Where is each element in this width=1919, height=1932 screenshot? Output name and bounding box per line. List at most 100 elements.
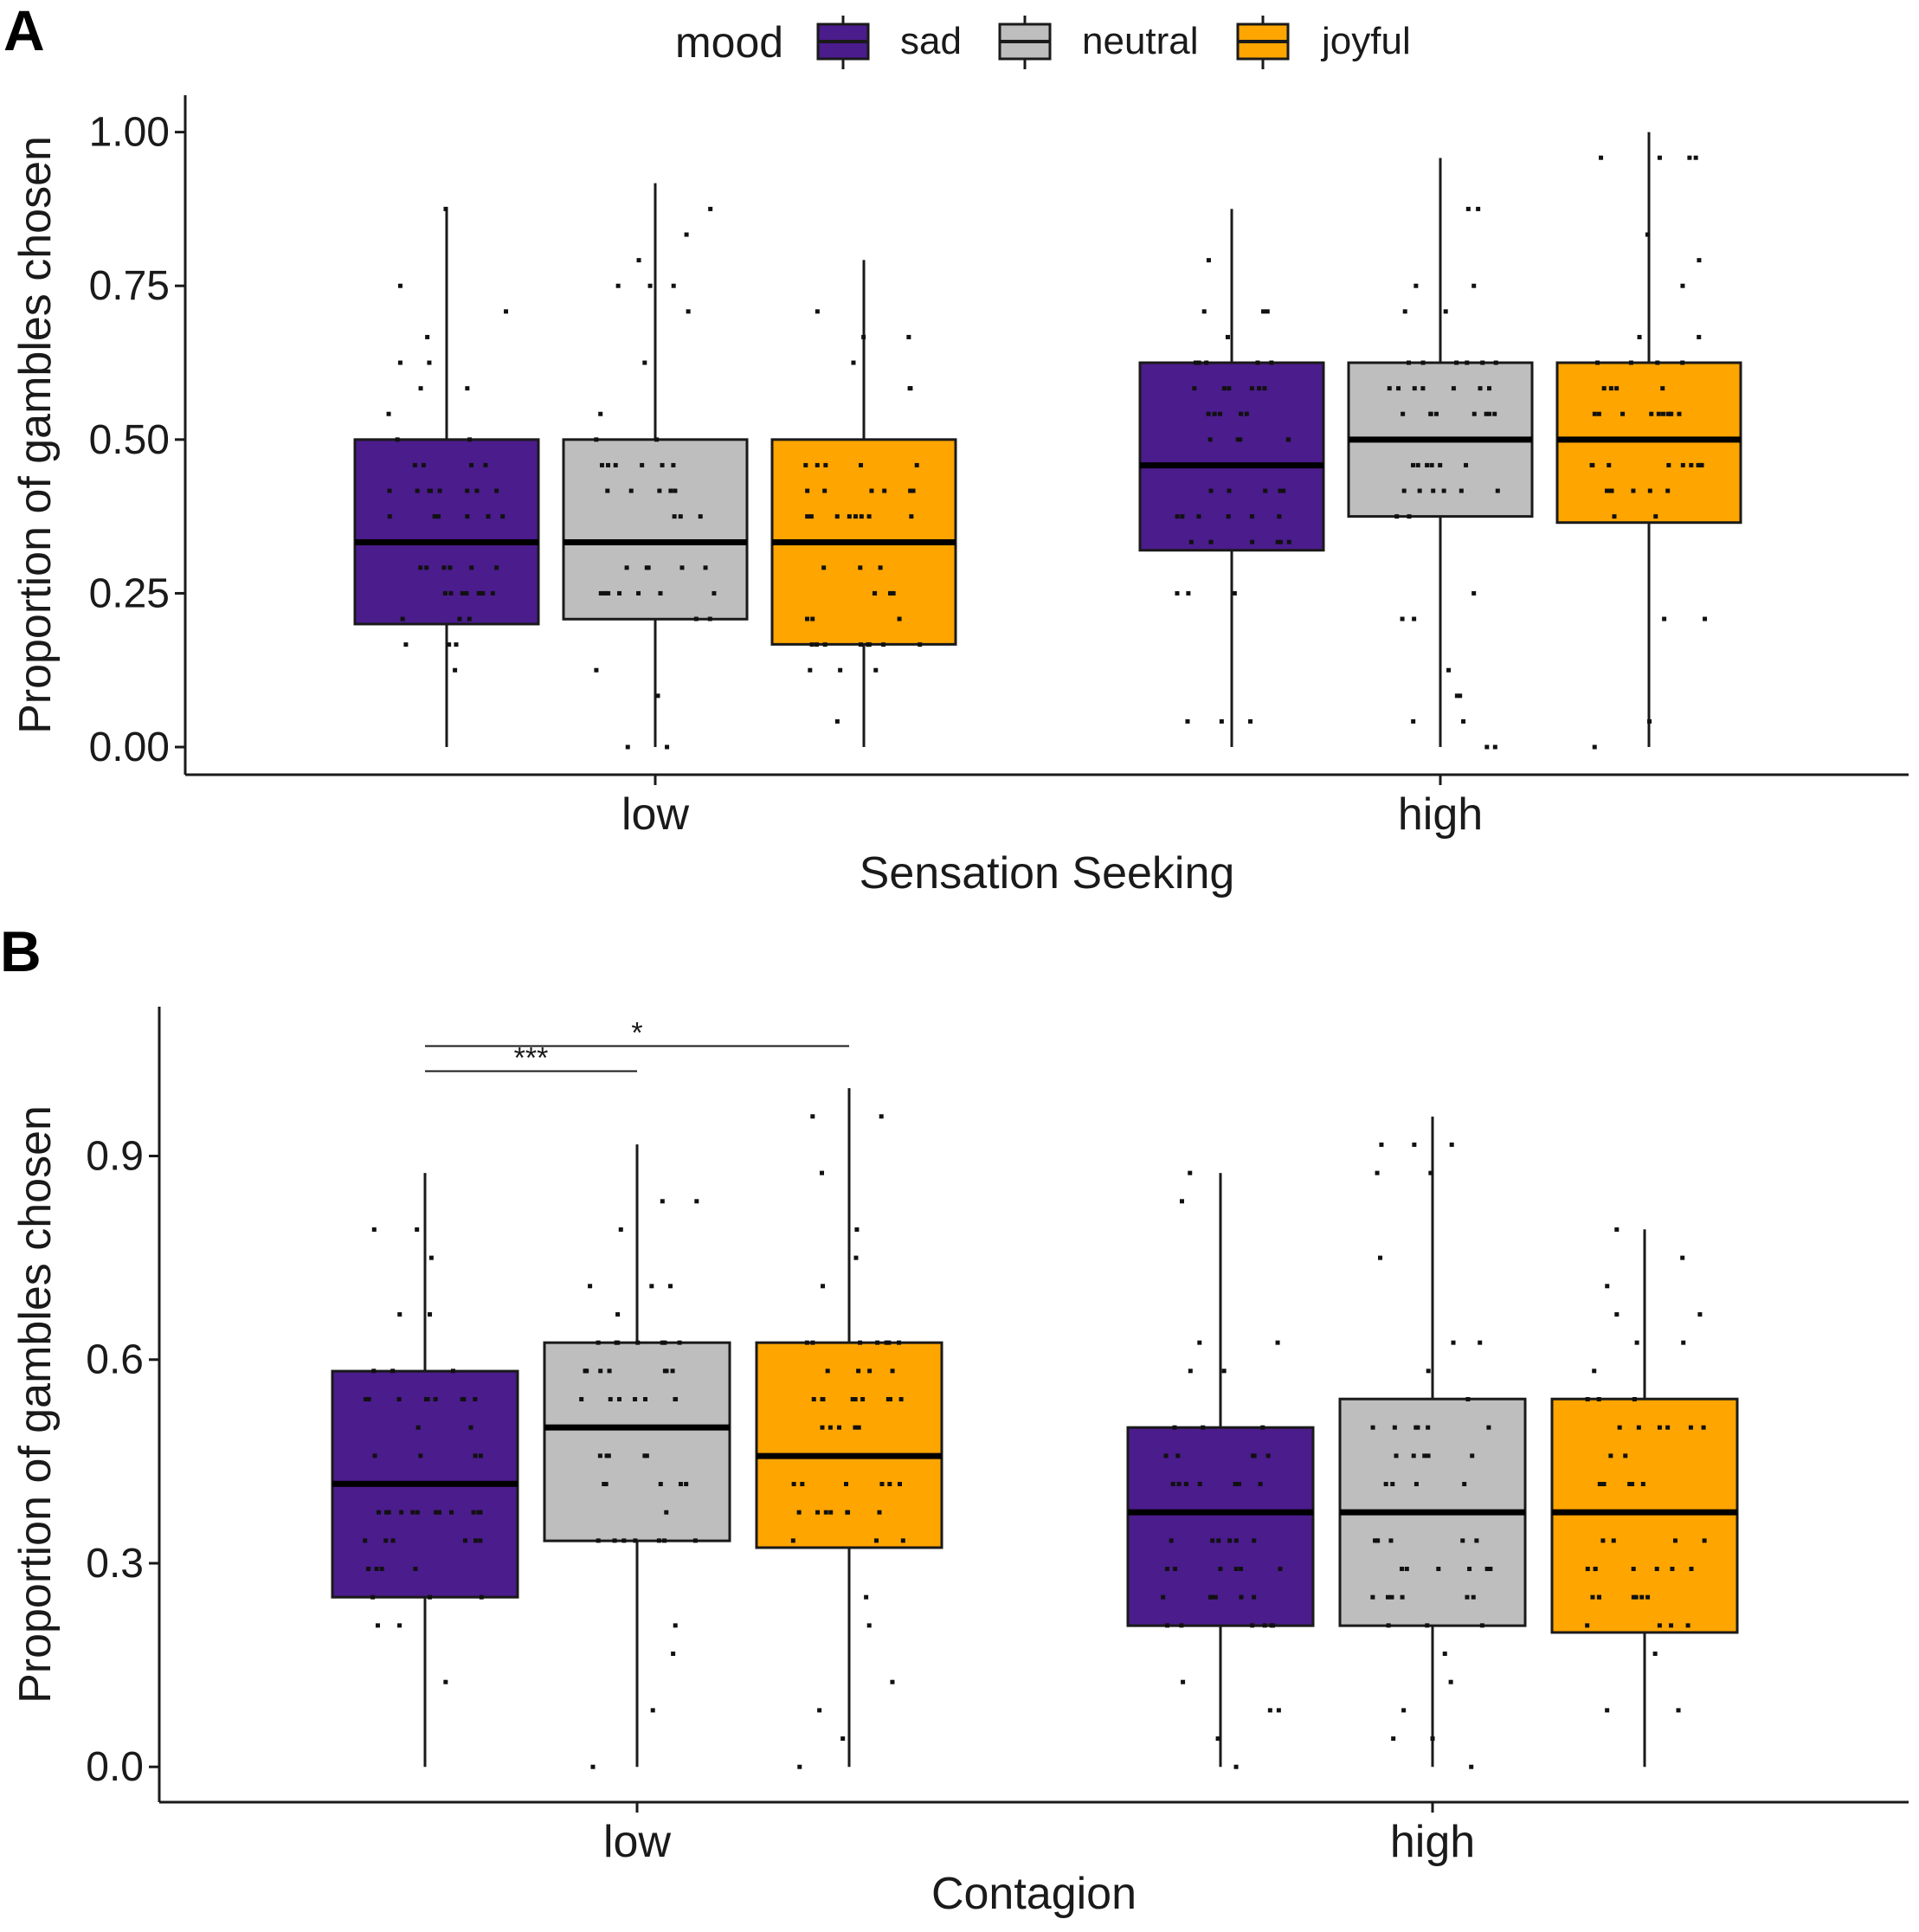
data-point (1267, 1708, 1272, 1713)
data-point (1186, 590, 1191, 596)
data-point (1479, 1623, 1484, 1628)
data-point (1697, 334, 1702, 339)
data-point (1412, 386, 1417, 391)
data-point (834, 718, 840, 724)
data-point (598, 590, 603, 596)
data-point (1175, 590, 1180, 596)
data-point (1233, 1482, 1238, 1487)
data-point (1239, 1567, 1244, 1572)
data-point (1637, 334, 1642, 339)
panel-b-y-tick-label: 0.9 (86, 1134, 144, 1180)
data-point (1649, 411, 1654, 416)
data-point (425, 334, 430, 339)
data-point (668, 488, 673, 493)
data-point (608, 1396, 613, 1401)
data-point (383, 1538, 389, 1543)
data-point (504, 309, 509, 314)
data-point (1670, 1567, 1675, 1572)
data-point (364, 1396, 369, 1401)
data-point (1657, 155, 1662, 160)
data-point (437, 488, 442, 493)
data-point (443, 206, 448, 211)
data-point (428, 1594, 433, 1600)
data-point (1176, 1482, 1182, 1487)
data-point (650, 1708, 655, 1713)
data-point (671, 1652, 676, 1657)
data-point (1215, 1736, 1220, 1742)
data-point (418, 386, 423, 391)
data-point (1480, 360, 1485, 365)
data-point (613, 462, 618, 467)
data-point (900, 1538, 905, 1543)
data-point (1595, 360, 1600, 365)
box-body (755, 1341, 943, 1549)
data-point (1239, 411, 1244, 416)
data-point (374, 1567, 379, 1572)
data-point (834, 514, 840, 519)
data-point (677, 1340, 682, 1345)
data-point (1608, 386, 1613, 391)
data-point (1454, 360, 1459, 365)
data-point (851, 360, 856, 365)
data-point (1465, 206, 1471, 211)
data-point (853, 1396, 858, 1401)
data-point (1411, 1453, 1416, 1459)
data-point (664, 1510, 669, 1515)
data-point (478, 1538, 483, 1543)
data-point (1657, 1623, 1662, 1628)
data-point (1703, 616, 1708, 621)
data-point (1609, 488, 1614, 493)
data-point (636, 590, 641, 596)
data-point (647, 283, 653, 288)
data-point (1484, 411, 1489, 416)
data-point (1375, 1538, 1380, 1543)
data-point (815, 1510, 821, 1515)
data-point (1265, 1453, 1271, 1459)
data-point (1666, 462, 1671, 467)
data-point (500, 514, 506, 519)
data-point (1636, 1425, 1641, 1430)
data-point (379, 1567, 384, 1572)
data-point (1431, 488, 1436, 493)
data-point (1654, 1567, 1659, 1572)
data-point (810, 1114, 815, 1119)
data-point (1585, 1623, 1590, 1628)
data-point (435, 514, 441, 519)
data-point (599, 462, 604, 467)
data-point (1263, 488, 1268, 493)
data-point (1221, 1368, 1227, 1374)
data-point (1252, 1594, 1257, 1600)
data-point (1218, 1567, 1223, 1572)
data-point (698, 514, 703, 519)
data-point (678, 514, 683, 519)
data-point (856, 1425, 861, 1430)
data-point (1221, 386, 1227, 391)
panel-b-y-tick-label: 0.6 (86, 1337, 144, 1383)
data-point (838, 667, 843, 673)
data-point (1249, 514, 1254, 519)
data-point (447, 642, 452, 647)
data-point (1656, 411, 1661, 416)
data-point (1227, 386, 1232, 391)
data-point (671, 462, 676, 467)
data-point (660, 1199, 665, 1204)
panel-b-box-low-neutral (543, 1144, 731, 1769)
data-point (1172, 1425, 1177, 1430)
data-point (427, 488, 432, 493)
data-point (1476, 206, 1481, 211)
data-point (460, 1396, 465, 1401)
data-point (878, 565, 883, 570)
data-point (579, 1396, 584, 1401)
data-point (424, 565, 429, 570)
data-point (1631, 1567, 1636, 1572)
data-point (1413, 1425, 1419, 1430)
data-point (1592, 1368, 1597, 1374)
data-point (1451, 386, 1456, 391)
data-point (1451, 1340, 1456, 1345)
data-point (397, 1311, 402, 1317)
data-point (1388, 1538, 1394, 1543)
data-point (822, 488, 827, 493)
data-point (805, 514, 810, 519)
panel-b-x-axis-title: Contagion (931, 1869, 1137, 1919)
